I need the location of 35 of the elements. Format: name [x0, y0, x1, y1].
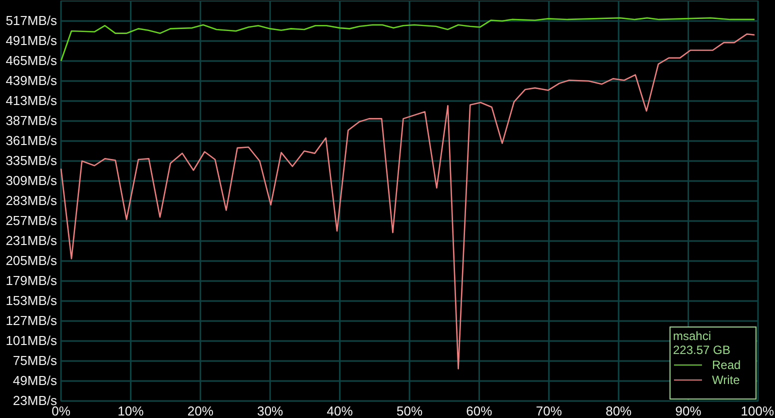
y-tick-label: 257MB/s: [6, 213, 58, 228]
x-tick-label: 100%: [740, 404, 774, 418]
y-tick-label: 465MB/s: [6, 53, 58, 68]
line-series: [60, 17, 756, 62]
x-tick-label: 70%: [536, 404, 562, 418]
x-tick-label: 20%: [187, 404, 214, 418]
y-tick-label: 517MB/s: [6, 13, 58, 28]
y-tick-label: 101MB/s: [6, 333, 58, 348]
y-tick-label: 387MB/s: [6, 113, 58, 128]
line-series: [60, 33, 756, 370]
annotation: 223.57 GB: [673, 343, 730, 357]
y-tick-label: 153MB/s: [6, 293, 58, 308]
y-tick-label: 127MB/s: [6, 313, 58, 328]
legend-label: Read: [712, 358, 741, 372]
y-tick-label: 231MB/s: [6, 233, 58, 248]
y-tick-label: 309MB/s: [6, 173, 58, 188]
x-tick-label: 80%: [606, 404, 632, 418]
legend-label: Write: [712, 373, 740, 387]
y-tick-label: 205MB/s: [6, 253, 58, 268]
x-tick-label: 50%: [396, 404, 423, 418]
y-tick-label: 439MB/s: [6, 73, 58, 88]
y-tick-label: 413MB/s: [6, 93, 58, 108]
x-tick-label: 10%: [118, 404, 144, 418]
x-tick-label: 40%: [326, 404, 354, 418]
y-tick-label: 75MB/s: [12, 353, 58, 368]
x-tick-label: 30%: [257, 404, 284, 418]
y-tick-label: 49MB/s: [12, 373, 58, 388]
x-tick-label: 60%: [466, 404, 493, 418]
x-tick-label: 90%: [675, 404, 702, 418]
y-tick-label: 491MB/s: [6, 33, 58, 48]
y-tick-label: 361MB/s: [6, 133, 58, 148]
y-tick-label: 335MB/s: [6, 153, 58, 168]
y-tick-label: 283MB/s: [6, 193, 58, 208]
annotation: msahci: [673, 329, 712, 343]
y-tick-label: 179MB/s: [6, 273, 58, 288]
